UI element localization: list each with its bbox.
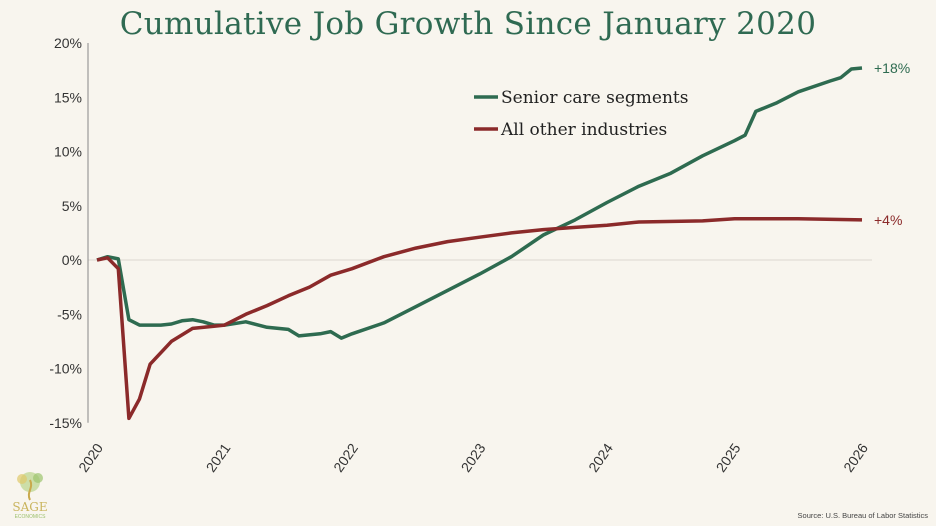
tree-logo-icon (17, 472, 43, 501)
y-tick-label: 15% (54, 89, 82, 105)
x-tick-label: 2023 (458, 440, 489, 475)
x-tick-label: 2022 (330, 440, 361, 475)
legend-label: Senior care segments (501, 88, 688, 108)
y-tick-label: 0% (62, 252, 82, 268)
y-tick-label: 10% (54, 144, 82, 160)
sage-economics-logo: SAGE ECONOMICS (8, 470, 52, 522)
legend-label: All other industries (500, 120, 667, 140)
source-note: Source: U.S. Bureau of Labor Statistics (797, 511, 928, 520)
logo-sub: ECONOMICS (14, 514, 46, 520)
y-tick-label: -5% (57, 306, 82, 322)
series-line-other-industries (96, 217, 863, 421)
y-tick-label: -15% (49, 415, 82, 431)
x-tick-label: 2024 (585, 440, 616, 475)
series-line-senior-care (96, 66, 863, 340)
x-tick-label: 2026 (840, 440, 871, 475)
chart-title: Cumulative Job Growth Since January 2020 (119, 6, 817, 42)
end-label: +18% (874, 60, 910, 76)
y-tick-label: -10% (49, 361, 82, 377)
y-tick-label: 20% (54, 35, 82, 51)
y-tick-label: 5% (62, 198, 82, 214)
x-tick-label: 2020 (75, 440, 106, 475)
logo-word: SAGE (12, 500, 48, 514)
end-label: +4% (874, 212, 902, 228)
x-tick-label: 2025 (713, 440, 744, 475)
x-tick-label: 2021 (203, 440, 234, 475)
